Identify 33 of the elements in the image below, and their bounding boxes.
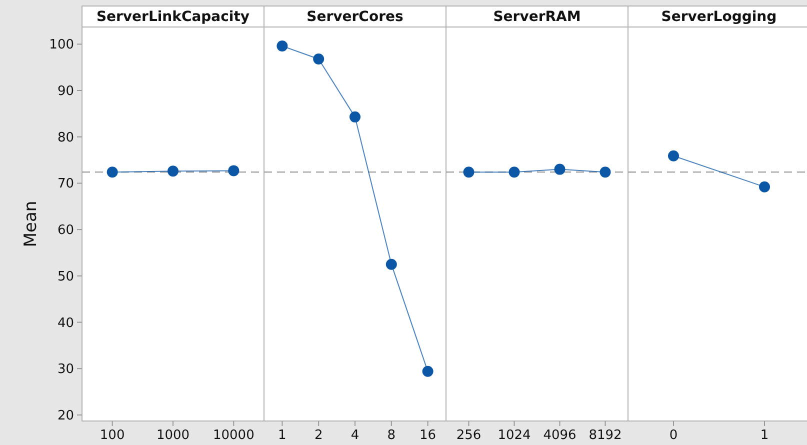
x-tick-label: 8 bbox=[387, 428, 396, 443]
x-tick-label: 4096 bbox=[543, 428, 576, 443]
x-tick-label: 1024 bbox=[498, 428, 531, 443]
x-tick-label: 1 bbox=[760, 428, 769, 443]
x-tick-label: 2 bbox=[314, 428, 323, 443]
point bbox=[276, 40, 288, 52]
y-axis-title: Mean bbox=[21, 200, 41, 248]
point bbox=[386, 258, 397, 270]
x-tick-label: 10000 bbox=[212, 428, 254, 443]
y-tick-label: 20 bbox=[57, 408, 74, 424]
y-tick-label: 90 bbox=[57, 84, 74, 100]
chart-title: ServerLinkCapacity bbox=[96, 9, 250, 25]
x-tick-label: 4 bbox=[350, 428, 360, 443]
x-tick-label: 100 bbox=[100, 428, 125, 443]
y-tick-label: 100 bbox=[49, 38, 74, 53]
x-tick-label: 0 bbox=[669, 428, 678, 443]
y-tick-label: 70 bbox=[57, 176, 74, 192]
chart-title: ServerLogging bbox=[661, 9, 777, 25]
y-tick-label: 80 bbox=[57, 130, 74, 146]
x-tick-label: 8192 bbox=[588, 428, 622, 443]
y-tick-label: 60 bbox=[57, 223, 74, 238]
y-tick-label: 40 bbox=[57, 316, 74, 331]
point bbox=[350, 111, 360, 122]
y-tick-label: 50 bbox=[57, 269, 74, 284]
chart-title: ServerRAM bbox=[493, 9, 581, 25]
y-tick-label: 30 bbox=[57, 362, 74, 378]
x-tick-label: 16 bbox=[420, 428, 436, 443]
point bbox=[313, 53, 324, 64]
x-tick-label: 1000 bbox=[156, 428, 190, 443]
x-tick-label: 256 bbox=[456, 428, 482, 443]
x-tick-label: 1 bbox=[278, 428, 286, 443]
chart-title: ServerCores bbox=[306, 9, 404, 25]
point bbox=[422, 366, 434, 377]
